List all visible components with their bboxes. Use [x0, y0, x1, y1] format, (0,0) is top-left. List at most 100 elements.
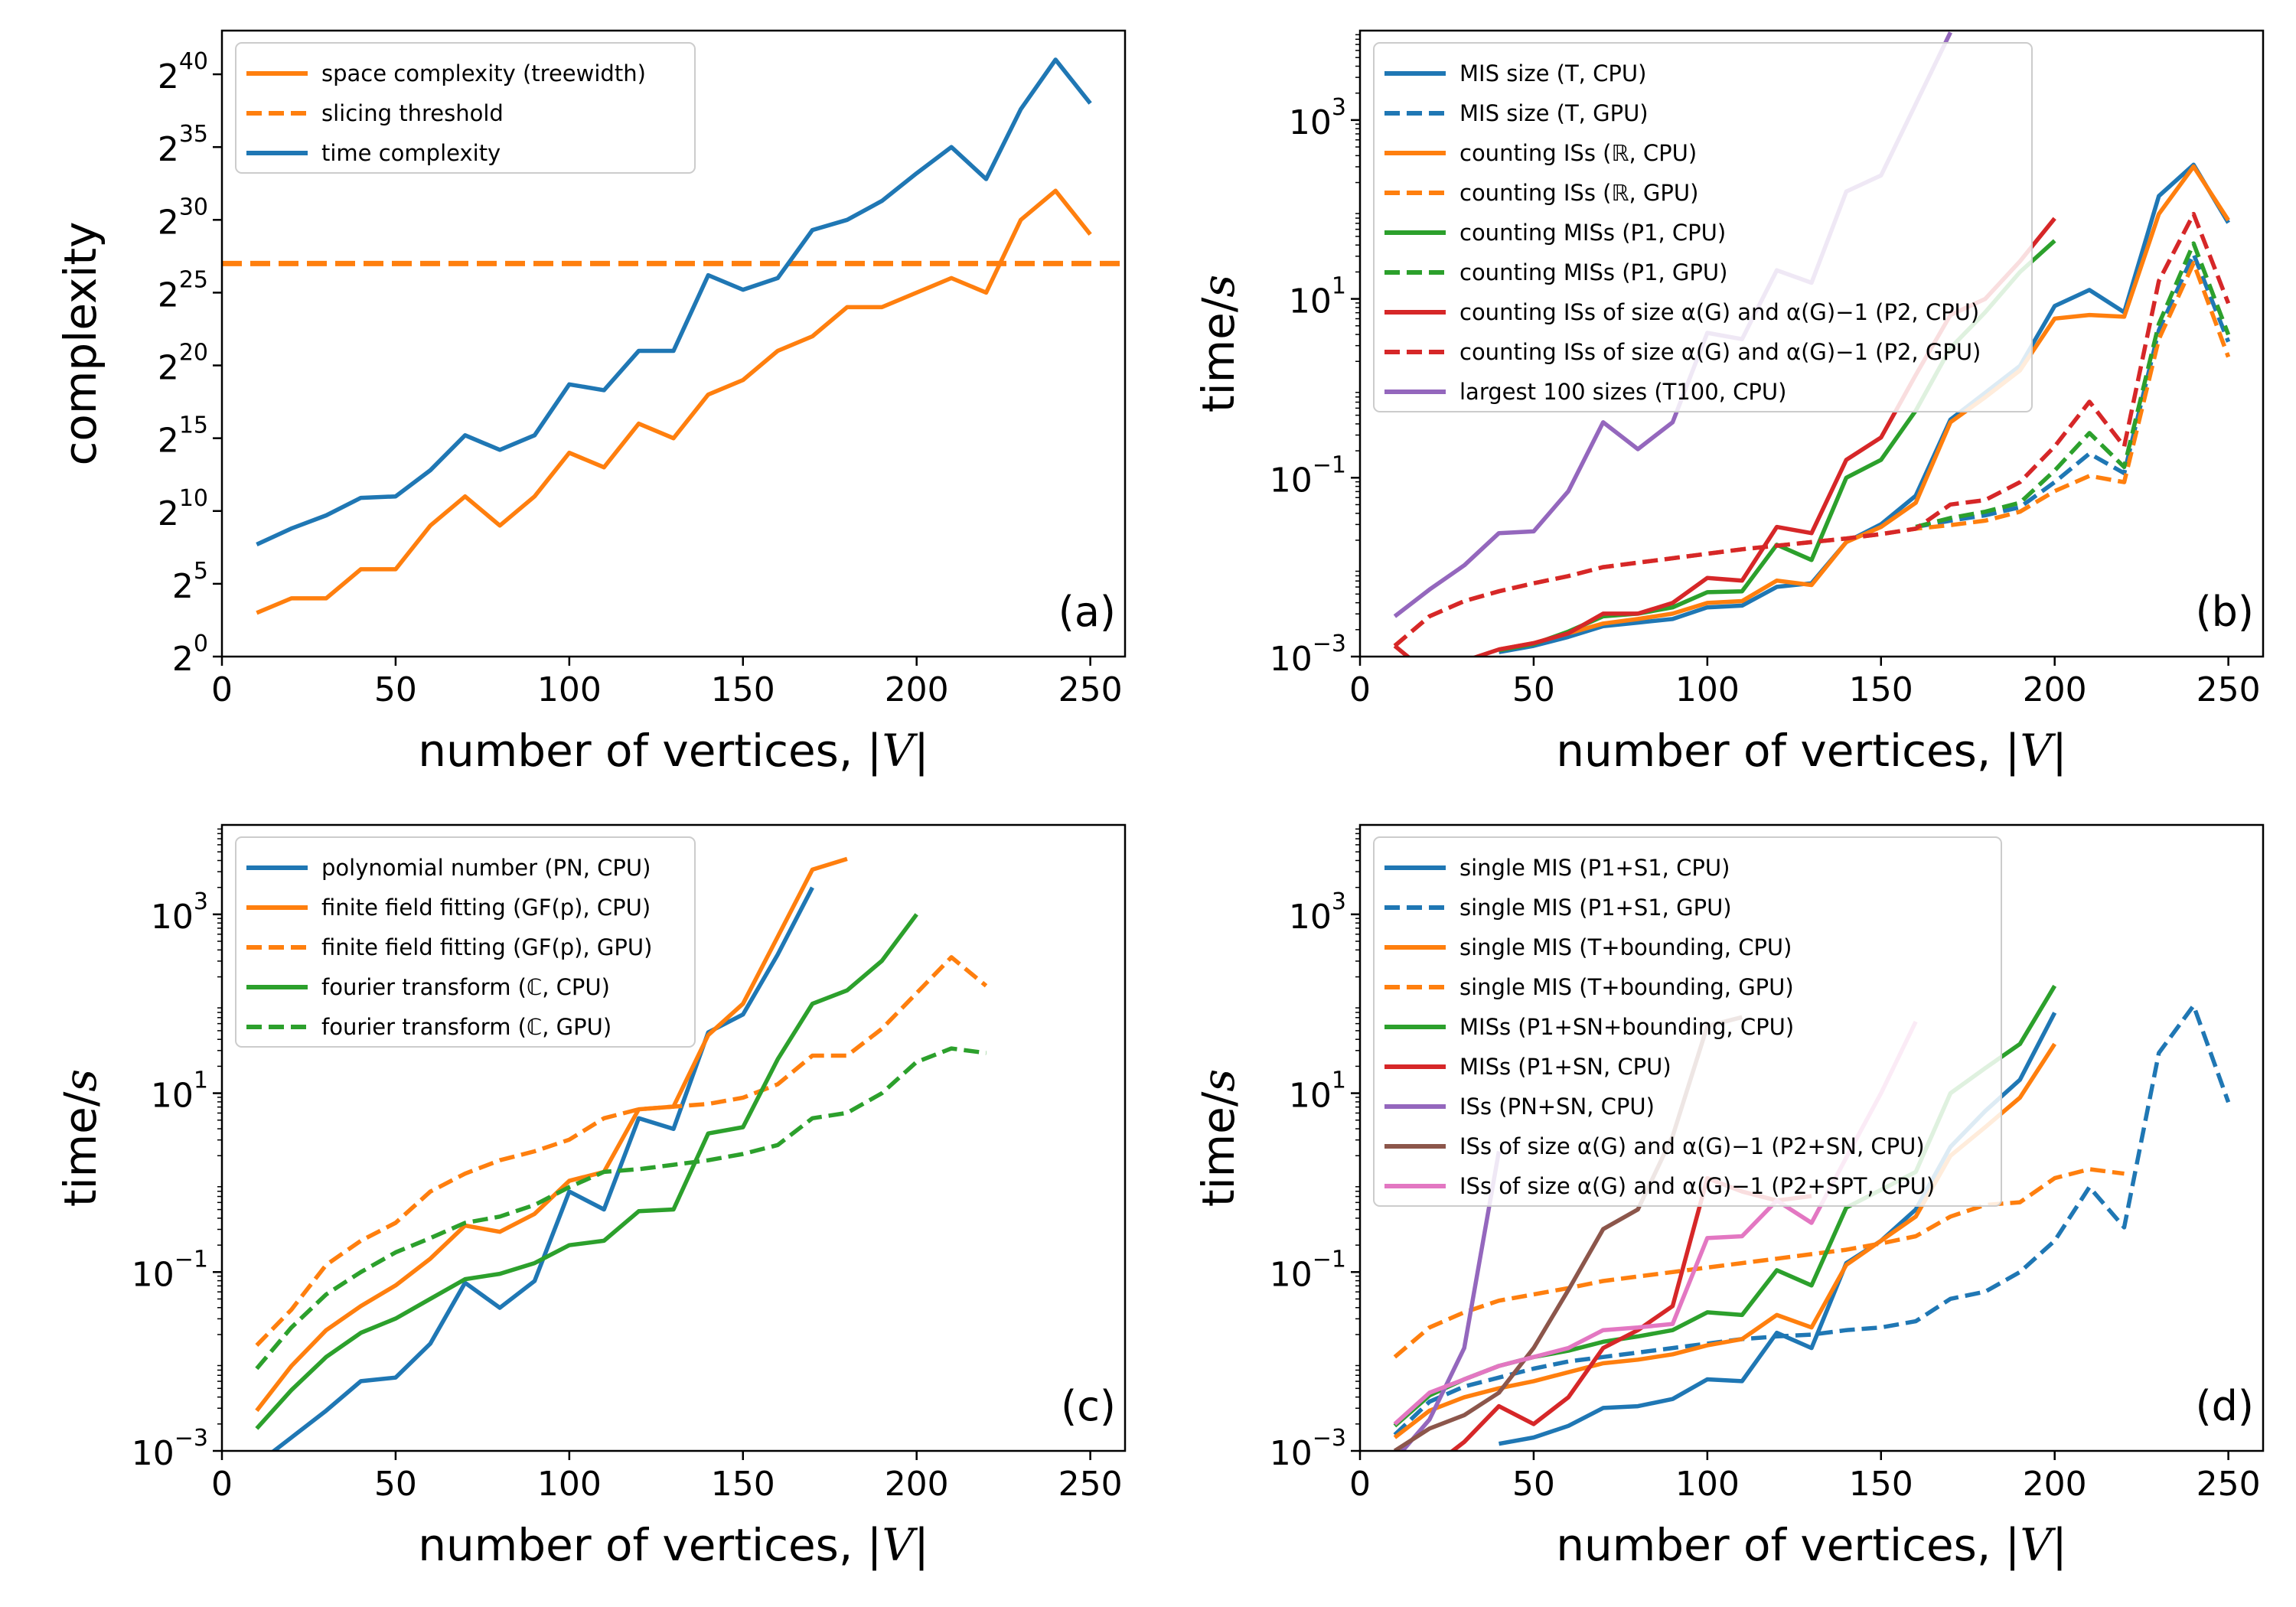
- legend-entry: counting ISs of size α(G) and α(G)−1 (P2…: [1459, 299, 1979, 325]
- series-line-2: [255, 856, 848, 1413]
- series-line-6: [1915, 241, 2231, 530]
- series-line-8: [1393, 211, 2231, 648]
- legend-entry: ISs of size α(G) and α(G)−1 (P2+SPT, CPU…: [1459, 1173, 1935, 1199]
- x-tick-label: 0: [211, 1465, 233, 1504]
- y-tick-label: 10−1: [1270, 1246, 1346, 1295]
- legend-entry: counting ISs (ℝ, CPU): [1459, 140, 1697, 166]
- y-axis-label: time/s: [1192, 275, 1244, 412]
- plot-area: [222, 57, 1125, 615]
- y-axis-label: complexity: [54, 222, 106, 466]
- panel-b: 0 50 100 150 200 250 10−3 10−1 101 103 number of v…: [1192, 29, 2265, 777]
- panel-c: 0 50 100 150 200 250 10−3 10−1 101 103 number of v…: [54, 823, 1127, 1571]
- legend-entry: space complexity (treewidth): [321, 60, 646, 86]
- legend-entry: single MIS (T+bounding, CPU): [1459, 934, 1792, 960]
- series-line-5: [255, 1046, 987, 1371]
- legend-entry: finite field fitting (GF(p), CPU): [321, 895, 651, 921]
- panel-label: (b): [2196, 588, 2254, 636]
- y-tick-label: 103: [1289, 888, 1346, 937]
- y-tick-label: 225: [158, 266, 208, 315]
- plot-frame: [220, 29, 1127, 658]
- legend-entry: single MIS (P1+S1, CPU): [1459, 855, 1730, 881]
- legend-entry: MISs (P1+SN+bounding, CPU): [1459, 1014, 1794, 1040]
- series-line-1: [256, 188, 1092, 615]
- legend-entry: finite field fitting (GF(p), GPU): [321, 934, 652, 960]
- x-tick-label: 250: [1058, 670, 1123, 709]
- y-tick-label: 103: [1289, 93, 1346, 142]
- y-tick-label: 10−3: [1270, 631, 1346, 680]
- panel-a: 0 50 100 150 200 250 20 25 210 215 220 225 230 235 240…: [54, 29, 1127, 777]
- x-axis-label: number of vertices, |V|: [418, 1519, 929, 1571]
- y-tick-label: 210: [158, 484, 208, 533]
- y-tick-label: 235: [158, 121, 208, 170]
- legend-entry: MIS size (T, GPU): [1459, 100, 1649, 126]
- y-tick-label: 240: [158, 48, 208, 97]
- legend-entry: polynomial number (PN, CPU): [321, 855, 651, 881]
- x-tick-label: 200: [2023, 1465, 2087, 1504]
- x-tick-label: 150: [1849, 1465, 1913, 1504]
- x-tick-label: 50: [1512, 670, 1555, 709]
- x-tick-label: 200: [885, 1465, 949, 1504]
- x-tick-label: 50: [374, 670, 417, 709]
- y-tick-label: 230: [158, 194, 208, 243]
- y-tick-label: 220: [158, 339, 208, 388]
- panel-d: 0 50 100 150 200 250 10−3 10−1 101 103 number of v…: [1192, 823, 2265, 1571]
- y-tick-label: 10−1: [1270, 451, 1346, 500]
- y-tick-label: 103: [151, 888, 208, 937]
- plot-frame: [1358, 823, 2265, 1452]
- x-tick-label: 250: [2197, 670, 2261, 709]
- x-tick-label: 150: [1849, 670, 1913, 709]
- y-tick-label: 10−3: [1270, 1425, 1346, 1474]
- series-line-2: [1393, 1003, 2231, 1436]
- x-tick-label: 150: [711, 1465, 775, 1504]
- x-tick-label: 100: [1675, 670, 1740, 709]
- legend-box: [1373, 42, 2033, 412]
- y-tick-label: 10−1: [132, 1246, 208, 1295]
- panel-label: (c): [1061, 1382, 1116, 1430]
- series-line-4: [1393, 1167, 2125, 1359]
- panel-label: (d): [2196, 1382, 2254, 1430]
- x-tick-label: 150: [711, 670, 775, 709]
- x-tick-label: 100: [1675, 1465, 1740, 1504]
- legend-entry: ISs of size α(G) and α(G)−1 (P2+SN, CPU): [1459, 1133, 1925, 1159]
- x-tick-label: 50: [374, 1465, 417, 1504]
- y-tick-label: 101: [1289, 272, 1346, 321]
- legend-entry: counting MISs (P1, CPU): [1459, 220, 1726, 246]
- series-line-3: [256, 57, 1092, 546]
- x-tick-label: 0: [1349, 670, 1371, 709]
- legend: polynomial number (PN, CPU) finite field …: [235, 836, 696, 1048]
- legend-entry: single MIS (T+bounding, GPU): [1459, 974, 1794, 1000]
- legend-entry: single MIS (P1+S1, GPU): [1459, 895, 1732, 921]
- y-tick-label: 10−3: [132, 1425, 208, 1474]
- y-tick-label: 25: [172, 557, 208, 606]
- x-tick-label: 100: [537, 670, 602, 709]
- legend-box: [235, 836, 696, 1048]
- legend-entry: counting ISs (ℝ, GPU): [1459, 180, 1698, 206]
- legend: space complexity (treewidth) slicing thre…: [235, 42, 696, 174]
- x-tick-label: 200: [2023, 670, 2087, 709]
- series-line-4: [255, 913, 918, 1430]
- legend-entry: largest 100 sizes (T100, CPU): [1459, 379, 1786, 405]
- x-axis-label: number of vertices, |V|: [418, 725, 929, 777]
- x-tick-label: 250: [2197, 1465, 2261, 1504]
- legend: single MIS (P1+S1, CPU) single MIS (P1+S1…: [1373, 836, 2002, 1207]
- y-tick-label: 215: [158, 412, 208, 461]
- legend-box: [1373, 836, 2002, 1207]
- legend-box: [235, 42, 696, 174]
- series-line-3: [255, 955, 988, 1348]
- legend-entry: fourier transform (ℂ, CPU): [321, 974, 610, 1000]
- y-tick-label: 101: [151, 1067, 208, 1116]
- panel-label: (a): [1058, 588, 1116, 636]
- x-tick-label: 0: [211, 670, 233, 709]
- x-tick-label: 100: [537, 1465, 602, 1504]
- x-tick-label: 0: [1349, 1465, 1371, 1504]
- series-line-2: [1915, 252, 2231, 530]
- legend-entry: MISs (P1+SN, CPU): [1459, 1054, 1671, 1080]
- legend: MIS size (T, CPU) MIS size (T, GPU) counti…: [1373, 42, 2033, 412]
- plot-frame: [1358, 29, 2265, 658]
- y-axis-label: time/s: [1192, 1069, 1244, 1207]
- x-tick-label: 250: [1058, 1465, 1123, 1504]
- x-axis-label: number of vertices, |V|: [1556, 1519, 2067, 1571]
- legend-entry: slicing threshold: [321, 100, 504, 126]
- legend-entry: fourier transform (ℂ, GPU): [321, 1014, 612, 1040]
